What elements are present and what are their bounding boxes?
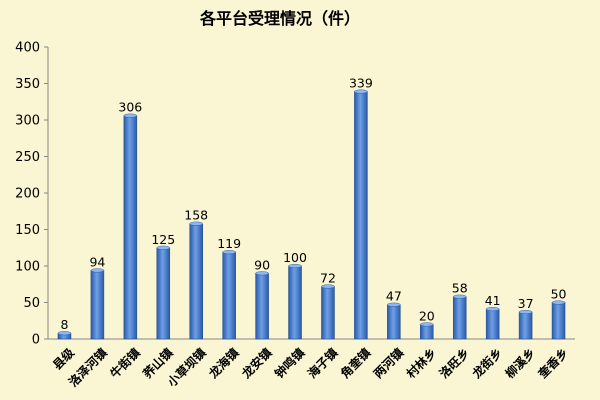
y-tick-label: 150 <box>15 223 40 238</box>
data-label: 50 <box>551 287 567 302</box>
data-label: 20 <box>419 308 435 323</box>
bar-cap <box>57 331 72 336</box>
data-label: 119 <box>217 236 241 251</box>
data-label: 47 <box>386 289 402 304</box>
data-label: 339 <box>349 76 373 91</box>
bar-cap <box>518 309 533 314</box>
data-labels: 8 94 306 125 158 119 90 100 72 339 47 20 58 41 37 50 <box>60 76 566 333</box>
bar <box>222 251 236 340</box>
bar-cap <box>255 271 269 276</box>
y-tick-label: 400 <box>15 41 40 56</box>
bar <box>452 296 467 340</box>
bar <box>354 91 368 340</box>
data-label: 90 <box>254 257 270 272</box>
bar-cap <box>189 221 203 226</box>
y-tick-label: 50 <box>23 296 40 311</box>
data-label: 41 <box>485 293 501 308</box>
category-label: 龙安镇 <box>239 345 275 381</box>
bar <box>420 324 434 340</box>
category-label: 龙街乡 <box>469 345 505 381</box>
category-label: 海子镇 <box>304 345 340 381</box>
y-tick-label: 200 <box>15 187 40 202</box>
bar-cap <box>354 89 368 94</box>
bar-cap <box>288 264 302 269</box>
bar-cap <box>156 245 170 250</box>
category-label: 洛旺乡 <box>436 345 472 381</box>
data-label: 37 <box>518 296 534 311</box>
bar-cap <box>123 113 138 118</box>
data-label: 306 <box>118 100 142 115</box>
y-tick-label: 250 <box>15 150 40 165</box>
chart-title: 各平台受理情况（件） <box>199 9 360 28</box>
bar <box>518 311 533 340</box>
category-label: 两河镇 <box>370 345 406 381</box>
category-label: 柳溪乡 <box>502 345 538 381</box>
y-tick-label: 300 <box>15 114 40 129</box>
bar-cap <box>387 302 401 307</box>
data-label: 94 <box>89 254 105 269</box>
data-label: 100 <box>283 250 307 265</box>
bar <box>90 270 105 340</box>
axes: 0 50 100 150 200 250 300 350 400 <box>15 41 575 348</box>
data-label: 125 <box>151 232 175 247</box>
bar <box>189 223 203 340</box>
bar-cap <box>420 322 434 327</box>
y-tick-label: 100 <box>15 260 40 275</box>
data-label: 8 <box>60 317 68 332</box>
bar-cap <box>453 294 467 299</box>
bar <box>255 273 269 340</box>
bar <box>156 247 171 340</box>
bar-cap <box>321 284 335 289</box>
bar <box>485 308 500 340</box>
category-label: 角奎镇 <box>337 345 373 381</box>
bar <box>321 286 335 340</box>
category-label: 龙海镇 <box>206 345 242 381</box>
category-label: 村林乡 <box>403 345 439 381</box>
bar-cap <box>485 307 500 312</box>
bars <box>57 89 566 340</box>
y-tick-label: 0 <box>32 333 40 348</box>
category-label: 牛街镇 <box>107 345 143 381</box>
bar <box>288 265 302 340</box>
y-tick-label: 350 <box>15 77 40 92</box>
data-label: 72 <box>320 270 336 285</box>
bar-cap <box>90 268 105 273</box>
category-label: 奎香乡 <box>534 345 571 382</box>
data-label: 158 <box>184 208 208 223</box>
bar <box>123 115 138 340</box>
bar <box>551 302 566 340</box>
bar-cap <box>222 250 236 255</box>
bar-cap <box>551 300 566 305</box>
category-labels: 县级洛泽河镇牛街镇荞山镇小草坝镇龙海镇龙安镇钟鸣镇海子镇角奎镇两河镇村林乡洛旺乡… <box>49 345 571 390</box>
bar <box>387 304 401 340</box>
data-label: 58 <box>452 281 468 296</box>
category-label: 钟鸣镇 <box>271 345 307 381</box>
category-label: 县级 <box>49 345 77 373</box>
